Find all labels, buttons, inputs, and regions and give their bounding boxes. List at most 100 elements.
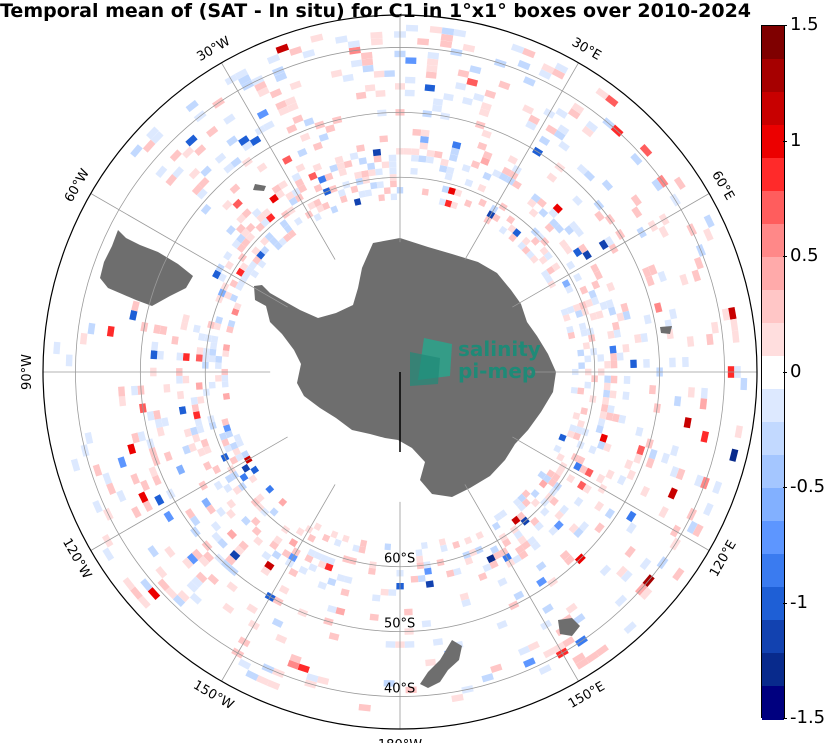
anomaly-cell bbox=[508, 684, 523, 695]
anomaly-cell bbox=[693, 256, 704, 270]
anomaly-cell bbox=[241, 237, 251, 248]
anomaly-cell bbox=[530, 498, 540, 508]
anomaly-cell bbox=[234, 68, 249, 80]
anomaly-cell bbox=[191, 183, 203, 196]
anomaly-cell bbox=[547, 256, 557, 266]
anomaly-cell bbox=[649, 135, 663, 149]
anomaly-cell bbox=[287, 102, 299, 113]
anomaly-cell bbox=[630, 152, 643, 166]
anomaly-cell bbox=[333, 538, 342, 547]
anomaly-cell bbox=[226, 597, 239, 609]
anomaly-cell bbox=[565, 602, 578, 614]
anomaly-cell bbox=[312, 572, 323, 582]
anomaly-cell bbox=[209, 348, 217, 356]
anomaly-cell bbox=[636, 445, 646, 456]
anomaly-cell bbox=[297, 147, 308, 158]
anomaly-cell bbox=[237, 74, 252, 86]
anomaly-cell bbox=[640, 401, 649, 412]
logo-line2: pi-mep bbox=[458, 359, 536, 383]
anomaly-cell bbox=[284, 215, 294, 225]
anomaly-cell bbox=[595, 644, 609, 657]
anomaly-cell bbox=[673, 176, 686, 190]
anomaly-cell bbox=[604, 361, 611, 369]
anomaly-cell bbox=[507, 224, 517, 234]
anomaly-cell bbox=[130, 357, 138, 368]
anomaly-cell bbox=[538, 69, 552, 80]
anomaly-cell bbox=[626, 522, 637, 534]
anomaly-cell bbox=[497, 577, 508, 587]
anomaly-cell bbox=[532, 203, 543, 213]
anomaly-cell bbox=[482, 150, 493, 160]
anomaly-cell bbox=[146, 126, 160, 140]
anomaly-cell bbox=[155, 566, 168, 579]
anomaly-cell bbox=[283, 224, 293, 234]
anomaly-cell bbox=[520, 540, 531, 551]
anomaly-cell bbox=[425, 580, 434, 588]
anomaly-cell bbox=[235, 267, 245, 277]
anomaly-cell bbox=[510, 43, 525, 54]
anomaly-cell bbox=[533, 475, 543, 485]
anomaly-cell bbox=[239, 472, 249, 482]
anomaly-cell bbox=[169, 541, 181, 554]
anomaly-cell bbox=[226, 325, 234, 334]
anomaly-cell bbox=[568, 398, 577, 407]
anomaly-cell bbox=[214, 279, 224, 289]
anomaly-cell bbox=[256, 675, 270, 686]
anomaly-cell bbox=[441, 185, 450, 194]
anomaly-cell bbox=[594, 333, 602, 342]
anomaly-cell bbox=[371, 135, 380, 144]
anomaly-cell bbox=[134, 482, 145, 495]
anomaly-cell bbox=[500, 211, 510, 221]
anomaly-cell bbox=[191, 576, 203, 588]
anomaly-cell bbox=[521, 498, 531, 508]
anomaly-cell bbox=[445, 166, 455, 175]
meridian-line bbox=[221, 62, 336, 260]
anomaly-cell bbox=[118, 395, 127, 407]
anomaly-cell bbox=[573, 272, 583, 283]
anomaly-cell bbox=[538, 664, 552, 675]
anomaly-cell bbox=[631, 206, 643, 219]
anomaly-cell bbox=[573, 527, 584, 538]
anomaly-cell bbox=[269, 540, 280, 551]
anomaly-cell bbox=[584, 355, 592, 363]
anomaly-cell bbox=[553, 129, 566, 141]
anomaly-cell bbox=[224, 260, 234, 271]
anomaly-cell bbox=[706, 478, 717, 492]
anomaly-cell bbox=[554, 510, 565, 521]
anomaly-cell bbox=[418, 155, 427, 163]
anomaly-cell bbox=[195, 354, 203, 362]
anomaly-cell bbox=[616, 312, 625, 322]
anomaly-cell bbox=[318, 133, 329, 142]
anomaly-cell bbox=[481, 129, 492, 139]
anomaly-cell bbox=[286, 124, 298, 134]
anomaly-cell bbox=[384, 193, 392, 201]
anomaly-cell bbox=[595, 310, 604, 320]
anomaly-cell bbox=[373, 155, 382, 163]
anomaly-cell bbox=[618, 414, 627, 424]
anomaly-cell bbox=[375, 168, 383, 176]
anomaly-cell bbox=[249, 135, 262, 147]
anomaly-cell bbox=[252, 255, 262, 265]
anomaly-cell bbox=[507, 534, 518, 544]
longitude-label: 120°W bbox=[59, 536, 94, 582]
anomaly-cell bbox=[538, 479, 548, 489]
anomaly-cell bbox=[517, 645, 531, 656]
anomaly-cell bbox=[285, 573, 296, 584]
anomaly-cell bbox=[567, 108, 581, 120]
anomaly-cell bbox=[482, 563, 492, 573]
colorbar-segment bbox=[762, 92, 784, 126]
anomaly-cell bbox=[529, 480, 539, 490]
anomaly-cell bbox=[256, 250, 266, 260]
anomaly-cell bbox=[360, 51, 373, 60]
anomaly-cell bbox=[451, 141, 462, 150]
anomaly-cell bbox=[266, 679, 281, 691]
colorbar-segment bbox=[762, 59, 784, 93]
longitude-label: 30°W bbox=[194, 34, 233, 65]
anomaly-cell bbox=[232, 288, 241, 297]
anomaly-cell bbox=[198, 333, 206, 342]
anomaly-cell bbox=[452, 540, 461, 549]
anomaly-cell bbox=[689, 246, 700, 260]
anomaly-cell bbox=[459, 592, 470, 601]
anomaly-cell bbox=[295, 163, 306, 173]
anomaly-cell bbox=[379, 135, 388, 143]
